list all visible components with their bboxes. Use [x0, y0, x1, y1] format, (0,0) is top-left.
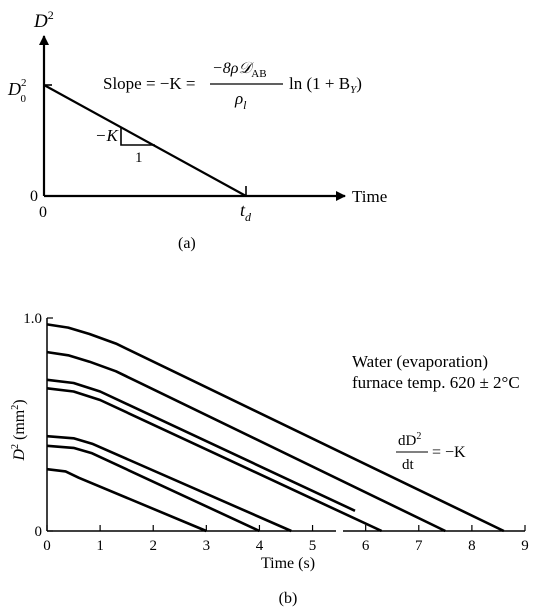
- x-tick-label-9: 9: [521, 538, 529, 554]
- x-tick-label-7: 7: [415, 538, 423, 554]
- panel-a-td-label: td: [240, 200, 252, 224]
- x-tick-label-5: 5: [309, 538, 317, 554]
- panel-b-series-line-5: [46, 434, 292, 533]
- panel-a-x-axis-label: Time: [352, 187, 387, 206]
- x-tick-label-6: 6: [362, 538, 370, 554]
- panel-a-y-axis-label: D2: [33, 8, 54, 32]
- rate-equation-numerator: dD2: [398, 431, 421, 449]
- panel-b-series-line-4: [46, 387, 383, 533]
- x-tick-label-2: 2: [149, 538, 157, 554]
- x-tick-label-0: 0: [43, 538, 51, 554]
- panel-b-ticks: 0 1 2 3 4 5 6 7 8 9 0 1.0: [23, 311, 529, 554]
- panel-b-series-line-7: [46, 467, 207, 533]
- panel-a-label: (a): [178, 235, 196, 252]
- panel-a: D2 Time D2 0 0 0 td −K 1 Slope = −K = −8ρ…: [7, 8, 387, 252]
- panel-b-x-axis-label: Time (s): [261, 555, 315, 572]
- panel-a-slope-formula: Slope = −K = −8ρ𝒟AB ρl ln (1 + BY): [103, 60, 362, 112]
- y-tick-label-1: 1.0: [23, 311, 42, 327]
- rate-equation-denominator: dt: [402, 457, 415, 473]
- panel-b-annotation-line2: furnace temp. 620 ± 2°C: [352, 373, 520, 392]
- panel-a-series-line-1: [43, 84, 247, 197]
- panel-b-series-line-3: [46, 378, 356, 512]
- panel-b-series-line-1: [46, 323, 505, 533]
- slope-formula-rhs: ln (1 + BY): [289, 74, 362, 96]
- x-tick-label-1: 1: [96, 538, 104, 554]
- x-tick-label-3: 3: [203, 538, 211, 554]
- slope-formula-lhs: Slope = −K =: [103, 74, 196, 93]
- panel-a-origin-y-tick: 0: [30, 188, 38, 205]
- panel-b-annotation-line1: Water (evaporation): [352, 352, 488, 371]
- panel-a-y0-sup: 2: [21, 77, 27, 89]
- slope-formula-numerator: −8ρ𝒟AB: [212, 60, 267, 80]
- panel-a-y0-sub: 0: [21, 93, 27, 105]
- rate-equation-rhs: = −K: [432, 444, 466, 461]
- x-tick-label-8: 8: [468, 538, 476, 554]
- panel-b: 0 1 2 3 4 5 6 7 8 9 0 1.0 Time (s) D2 (mm2) Water (…: [10, 311, 529, 607]
- panel-a-y0-label: D2 0: [7, 77, 27, 105]
- panel-b-rate-equation: dD2 dt = −K: [396, 431, 466, 473]
- panel-a-minus-k-label: −K: [95, 126, 119, 145]
- x-tick-label-4: 4: [256, 538, 264, 554]
- slope-formula-denominator: ρl: [234, 89, 247, 112]
- panel-a-plot-area: [43, 84, 247, 197]
- panel-b-series-line-2: [46, 350, 446, 533]
- panel-b-plot-area: [46, 323, 505, 533]
- panel-a-origin-x-tick: 0: [39, 204, 47, 221]
- panel-a-slope-triangle: [120, 127, 155, 146]
- panel-b-label: (b): [279, 590, 298, 607]
- y-tick-label-0: 0: [35, 524, 43, 540]
- panel-a-run-label: 1: [135, 150, 143, 166]
- panel-b-y-axis-label: D2 (mm2): [10, 399, 28, 461]
- panel-b-series-line-6: [46, 444, 260, 533]
